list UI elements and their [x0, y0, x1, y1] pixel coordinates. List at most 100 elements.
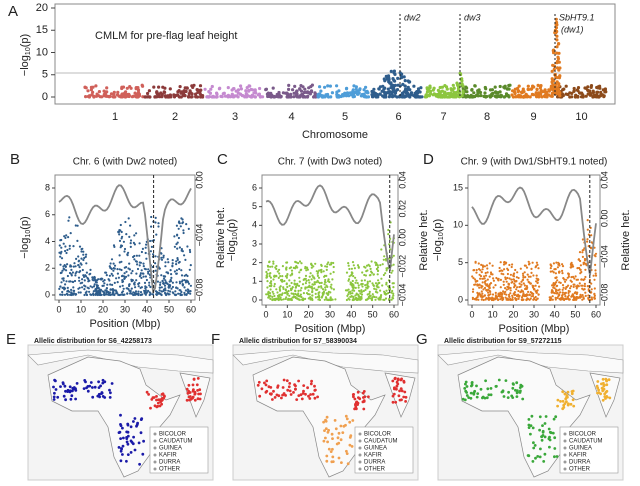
y-tick-label: 3: [252, 238, 257, 248]
accession-dot: [187, 383, 191, 387]
snp-dot: [286, 273, 289, 276]
accession-dot: [357, 396, 360, 399]
snp-dot: [483, 85, 487, 90]
snp-dot: [581, 251, 584, 254]
accession-dot: [556, 398, 560, 402]
snp-dot: [322, 290, 325, 293]
snp-dot: [377, 279, 380, 282]
snp-dot: [285, 282, 288, 285]
snp-dot: [526, 273, 529, 276]
snp-dot: [266, 272, 269, 275]
accession-dot: [566, 390, 570, 394]
snp-dot: [77, 264, 80, 267]
snp-dot: [393, 83, 397, 87]
snp-dot: [134, 286, 137, 289]
accession-dot: [572, 404, 576, 408]
snp-dot: [406, 91, 410, 96]
snp-dot: [412, 84, 416, 88]
snp-dot: [558, 75, 562, 79]
snp-dot: [576, 86, 581, 90]
accession-dot: [61, 382, 65, 386]
snp-dot: [447, 92, 451, 96]
snp-dot: [392, 87, 396, 91]
snp-dot: [165, 281, 168, 284]
snp-dot: [72, 280, 75, 284]
snp-dot: [345, 298, 348, 302]
snp-dot: [508, 298, 512, 301]
snp-dot: [294, 290, 297, 293]
accession-dot: [192, 388, 195, 391]
accession-dot: [335, 442, 339, 446]
snp-dot: [329, 296, 332, 299]
snp-dot: [118, 254, 121, 257]
snp-dot: [576, 95, 580, 99]
snp-dot: [182, 231, 185, 235]
accession-dot: [595, 384, 599, 388]
snp-dot: [554, 290, 558, 293]
snp-dot: [73, 289, 76, 292]
snp-dot: [327, 278, 330, 281]
snp-dot: [298, 280, 301, 283]
snp-dot: [350, 271, 353, 274]
snp-dot: [313, 281, 316, 284]
snp-dot: [72, 286, 75, 289]
y-axis-label: −log10(p): [19, 216, 32, 258]
snp-dot: [141, 247, 144, 250]
accession-dot: [506, 396, 510, 399]
snp-dot: [535, 87, 539, 91]
snp-dot: [562, 277, 565, 280]
snp-dot: [510, 265, 513, 269]
accession-dot: [273, 396, 277, 399]
accession-dot: [504, 379, 508, 382]
snp-dot: [415, 89, 419, 94]
y2-tick-label: 0.00: [599, 210, 609, 228]
accession-dot: [527, 423, 531, 427]
snp-dot: [150, 215, 153, 219]
y2-tick-label: −0.02: [397, 255, 407, 278]
snp-dot: [385, 269, 388, 272]
snp-dot: [66, 290, 69, 293]
accession-dot: [350, 445, 354, 448]
snp-dot: [87, 287, 90, 290]
snp-dot: [118, 239, 122, 242]
accession-dot: [530, 414, 534, 418]
snp-dot: [561, 294, 564, 297]
snp-dot: [125, 94, 129, 98]
snp-dot: [103, 282, 106, 285]
accession-dot: [469, 396, 473, 400]
snp-dot: [556, 279, 559, 282]
snp-dot: [123, 293, 126, 296]
snp-dot: [300, 262, 303, 265]
snp-dot: [128, 85, 132, 89]
accession-dot: [324, 436, 327, 440]
snp-dot: [481, 268, 484, 271]
y-label-sub: 10: [232, 232, 239, 240]
snp-dot: [460, 77, 464, 81]
snp-dot: [324, 286, 327, 289]
snp-dot: [451, 95, 456, 99]
snp-dot: [564, 84, 568, 88]
snp-dot: [297, 95, 301, 99]
snp-dot: [151, 293, 154, 296]
legend-marker: [153, 467, 157, 471]
snp-dot: [125, 266, 128, 269]
snp-dot: [443, 92, 447, 97]
snp-dot: [107, 278, 110, 281]
snp-dot: [522, 276, 525, 279]
chromosome-label: 2: [172, 111, 178, 123]
snp-dot: [168, 93, 172, 97]
snp-dot: [495, 91, 499, 95]
snp-dot: [149, 239, 152, 243]
snp-dot: [82, 274, 85, 277]
snp-dot: [517, 289, 520, 293]
snp-dot: [375, 263, 378, 266]
snp-dot: [356, 264, 360, 267]
snp-dot: [351, 289, 354, 292]
snp-dot: [301, 95, 305, 99]
snp-dot: [189, 284, 192, 287]
accession-dot: [403, 390, 407, 394]
snp-dot: [188, 248, 191, 252]
snp-dot: [316, 288, 319, 291]
snp-dot: [577, 258, 581, 261]
accession-dot: [93, 385, 97, 389]
